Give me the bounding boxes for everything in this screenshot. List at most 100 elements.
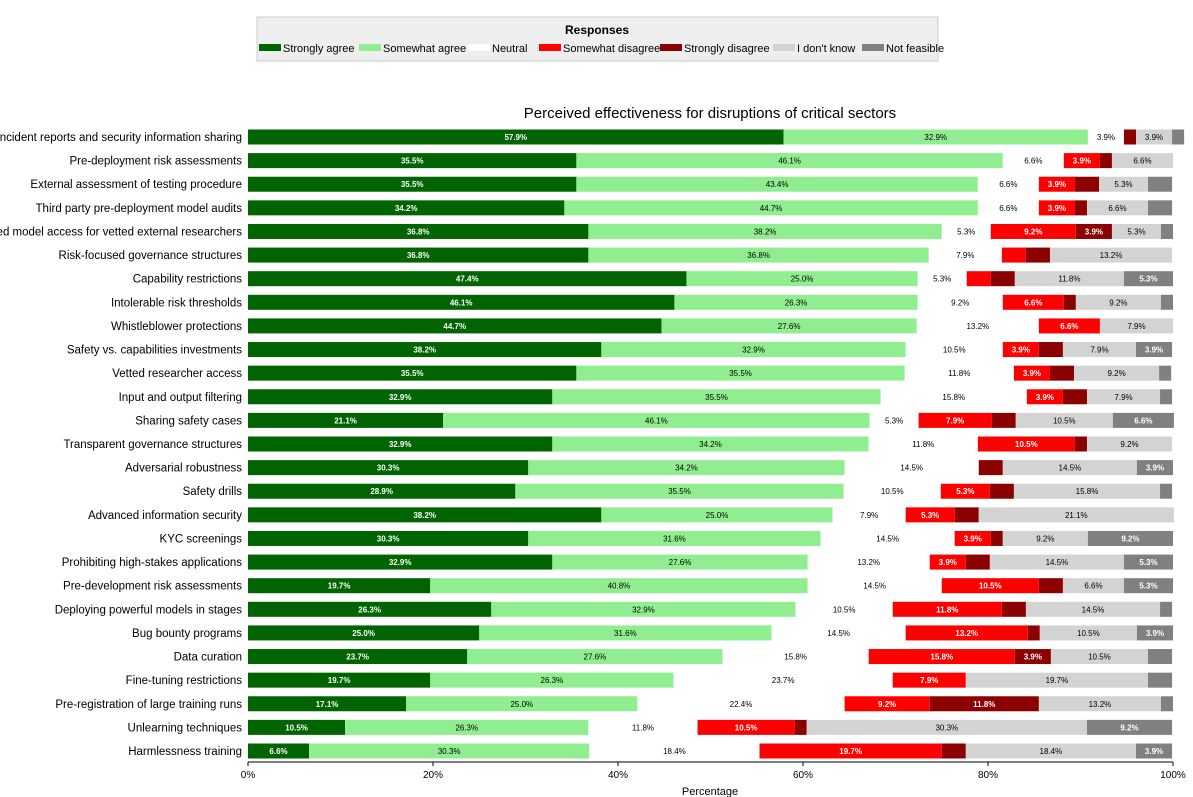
data-label: 30.3% <box>438 747 461 756</box>
category-label: Pre-deployment risk assessments <box>69 156 242 168</box>
data-label: 44.7% <box>760 204 783 213</box>
data-label: 13.2% <box>857 558 880 567</box>
bar-segment-not-feasible <box>1159 365 1172 381</box>
data-label: 26.3% <box>541 676 564 685</box>
data-label: 34.2% <box>395 204 418 213</box>
bar-segment-i-don-t-know <box>806 719 1087 735</box>
data-label: 3.9% <box>939 558 957 567</box>
data-label: 27.6% <box>669 558 692 567</box>
bar-segment-strongly-agree <box>248 460 529 476</box>
bar-segment-neutral <box>928 247 1002 263</box>
data-label: 6.6% <box>999 204 1017 213</box>
bar-segment-somewhat-disagree <box>977 436 1075 452</box>
bar-segment-not-feasible <box>1136 460 1173 476</box>
data-label: 6.6% <box>269 747 287 756</box>
bar-segment-somewhat-agree <box>491 601 796 617</box>
category-label: Data curation <box>174 652 242 664</box>
bar-segment-neutral <box>795 601 893 617</box>
bar-segment-somewhat-disagree <box>966 271 991 287</box>
data-label: 26.3% <box>358 605 381 614</box>
data-label: 7.9% <box>1114 393 1132 402</box>
bar-segment-strongly-agree <box>248 672 431 688</box>
legend-label-strongly-agree: Strongly agree <box>283 43 355 55</box>
data-label: 11.8% <box>1058 275 1080 284</box>
bar-segment-somewhat-agree <box>686 271 918 287</box>
bar-segment-somewhat-agree <box>345 719 589 735</box>
data-label: 38.2% <box>754 227 777 236</box>
legend-label-i-don-t-know: I don't know <box>797 43 855 55</box>
data-label: 5.3% <box>921 511 939 520</box>
bar-segment-somewhat-disagree <box>940 483 990 499</box>
data-label: 32.9% <box>924 133 947 142</box>
data-label: 5.3% <box>1127 227 1145 236</box>
bar-segment-neutral <box>917 294 1003 310</box>
bar-segment-neutral <box>589 743 760 759</box>
chart-title: Perceived effectiveness for disruptions … <box>524 105 896 122</box>
bar-segment-strongly-disagree <box>954 507 979 523</box>
bar-segment-neutral <box>807 578 942 594</box>
data-label: 25.0% <box>510 700 533 709</box>
category-label: Intolerable risk thresholds <box>111 297 242 309</box>
bar-segment-strongly-agree <box>248 223 589 239</box>
bar-segment-strongly-disagree <box>1075 223 1112 239</box>
data-label: 3.9% <box>1024 653 1042 662</box>
bar-segment-i-don-t-know <box>1074 365 1160 381</box>
bar-segment-i-don-t-know <box>1013 483 1161 499</box>
bar-segment-neutral <box>807 554 930 570</box>
bar-segment-strongly-disagree <box>1063 294 1076 310</box>
data-label: 9.2% <box>1109 298 1127 307</box>
data-label: 3.9% <box>1145 747 1163 756</box>
data-label: 26.3% <box>785 298 808 307</box>
data-label: 26.3% <box>455 723 478 732</box>
data-label: 3.9% <box>1048 180 1066 189</box>
legend-label-somewhat-disagree: Somewhat disagree <box>563 43 660 55</box>
data-label: 6.6% <box>999 180 1017 189</box>
data-label: 18.4% <box>1040 747 1063 756</box>
bar-segment-strongly-agree <box>248 743 310 759</box>
bar-segment-not-feasible <box>1136 342 1173 358</box>
category-label: Sharing safety cases <box>135 415 242 427</box>
bar-segment-somewhat-disagree <box>941 578 1039 594</box>
data-label: 21.1% <box>1065 511 1088 520</box>
bar-segment-neutral <box>637 696 845 712</box>
bar-segment-strongly-disagree <box>990 271 1015 287</box>
data-label: 10.5% <box>1015 440 1038 449</box>
bar-segment-somewhat-disagree <box>990 223 1076 239</box>
bar-segment-i-don-t-know <box>1039 625 1137 641</box>
data-label: 14.5% <box>863 582 886 591</box>
bar-segment-i-don-t-know <box>989 554 1124 570</box>
data-label: 34.2% <box>699 440 722 449</box>
bar-segment-i-don-t-know <box>1086 389 1161 405</box>
data-label: 10.5% <box>881 487 904 496</box>
bar-segment-not-feasible <box>1160 601 1173 617</box>
data-label: 5.3% <box>1139 558 1157 567</box>
bar-segment-strongly-agree <box>248 247 589 263</box>
data-label: 11.8% <box>936 605 958 614</box>
x-tick-label: 40% <box>608 770 628 781</box>
bar-segment-somewhat-disagree <box>954 530 991 546</box>
bar-segment-i-don-t-know <box>1075 294 1161 310</box>
data-label: 30.3% <box>377 464 400 473</box>
bar-segment-somewhat-agree <box>601 507 833 523</box>
data-label: 36.8% <box>407 251 430 260</box>
data-label: 3.9% <box>1146 629 1164 638</box>
category-label: KYC screenings <box>160 533 243 545</box>
data-label: 35.5% <box>401 369 424 378</box>
bar-segment-i-don-t-know <box>1086 200 1149 216</box>
data-label: 43.4% <box>766 180 789 189</box>
data-label: 3.9% <box>1146 464 1164 473</box>
bar-segment-strongly-agree <box>248 436 553 452</box>
bar-segment-not-feasible <box>1160 483 1173 499</box>
legend-label-somewhat-agree: Somewhat agree <box>383 43 466 55</box>
data-label: 31.6% <box>614 629 637 638</box>
bar-segment-strongly-disagree <box>941 743 966 759</box>
data-label: 14.5% <box>827 629 850 638</box>
bar-segment-i-don-t-know <box>1015 412 1113 428</box>
bar-segment-strongly-agree <box>248 578 431 594</box>
x-axis: 0% 20% 40% 60% 80% 100% <box>241 761 1186 781</box>
category-label: Safety incident reports and security inf… <box>0 132 242 144</box>
bar-segment-somewhat-disagree <box>929 554 966 570</box>
data-label: 14.5% <box>876 534 899 543</box>
data-label: 5.3% <box>1114 180 1132 189</box>
bar-segment-somewhat-disagree <box>1001 247 1026 263</box>
